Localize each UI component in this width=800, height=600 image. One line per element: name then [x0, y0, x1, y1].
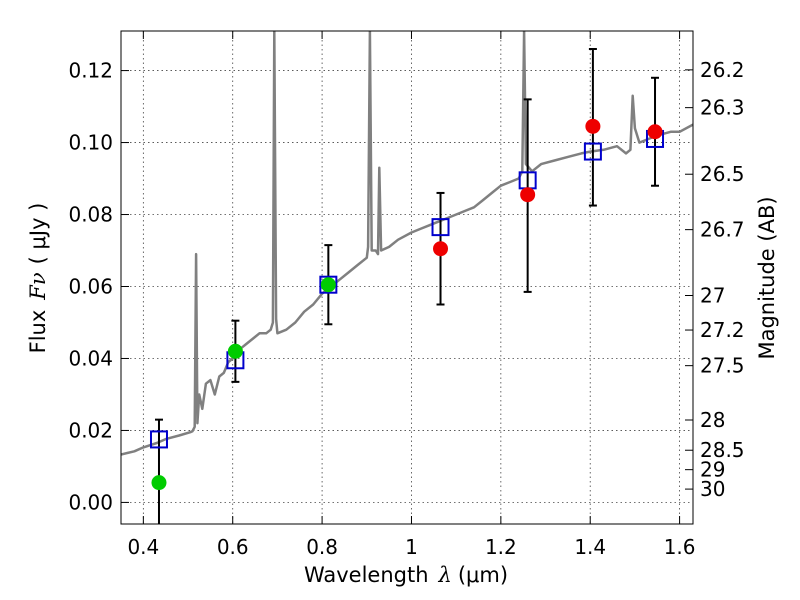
y-tick-label: 0.00 — [68, 490, 113, 514]
y2-axis-label: Magnitude (AB) — [755, 196, 779, 359]
y-gridlines — [121, 70, 693, 503]
observed-point — [320, 277, 336, 293]
mag-tick-label: 27 — [700, 283, 725, 307]
x-tick-label: 0.8 — [306, 535, 338, 559]
observed-point — [585, 118, 601, 134]
mag-tick-label: 30 — [700, 477, 725, 501]
y-axis-label: FluxFν( μJy ) — [26, 203, 50, 354]
x-axis-label: Wavelength λ (μm) — [304, 563, 508, 587]
model-photometry-marker — [583, 142, 602, 161]
mag-tick-label: 29 — [700, 458, 725, 482]
y-tick-label: 0.04 — [68, 346, 113, 370]
mag-tick-label: 28 — [700, 408, 725, 432]
observed-point — [433, 241, 449, 257]
y-tick-label: 0.10 — [68, 131, 113, 155]
mag-tick-label: 26.7 — [700, 218, 745, 242]
x-tick-label: 1.2 — [485, 535, 517, 559]
model-photometry-marker — [149, 430, 168, 449]
spectrum-line — [121, 31, 693, 456]
model-photometry-marker — [431, 218, 450, 237]
y-tick-label: 0.02 — [68, 418, 113, 442]
plot-area — [121, 31, 693, 524]
observed-point — [647, 124, 663, 140]
mag-tick-label: 26.3 — [700, 96, 745, 120]
mag-tick-label: 27.2 — [700, 318, 745, 342]
ticks-layer: 0.4 0.6 0.8 1 1.2 1.4 1.6 0.00 0.02 0.04 0.06 0.08 0… — [68, 31, 745, 559]
x-tick-label: 0.4 — [127, 535, 159, 559]
series-layer — [121, 31, 693, 524]
mag-tick-label: 27.5 — [700, 354, 745, 378]
x-gridlines — [142, 31, 680, 524]
y-tick-label: 0.06 — [68, 274, 113, 298]
y-tick-label: 0.08 — [68, 203, 113, 227]
x-tick-label: 1 — [405, 535, 418, 559]
plot-frame — [120, 30, 694, 525]
y-tick-label: 0.12 — [68, 59, 113, 83]
x-tick-label: 0.6 — [217, 535, 249, 559]
observed-point — [520, 187, 536, 203]
observed-point — [151, 475, 167, 491]
observed-point — [227, 343, 243, 359]
mag-tick-label: 28.5 — [700, 438, 745, 462]
x-tick-label: 1.4 — [574, 535, 606, 559]
mag-tick-label: 26.2 — [700, 58, 745, 82]
model-photometry-marker — [319, 275, 338, 294]
x-tick-label: 1.6 — [664, 535, 696, 559]
mag-tick-label: 26.5 — [700, 162, 745, 186]
